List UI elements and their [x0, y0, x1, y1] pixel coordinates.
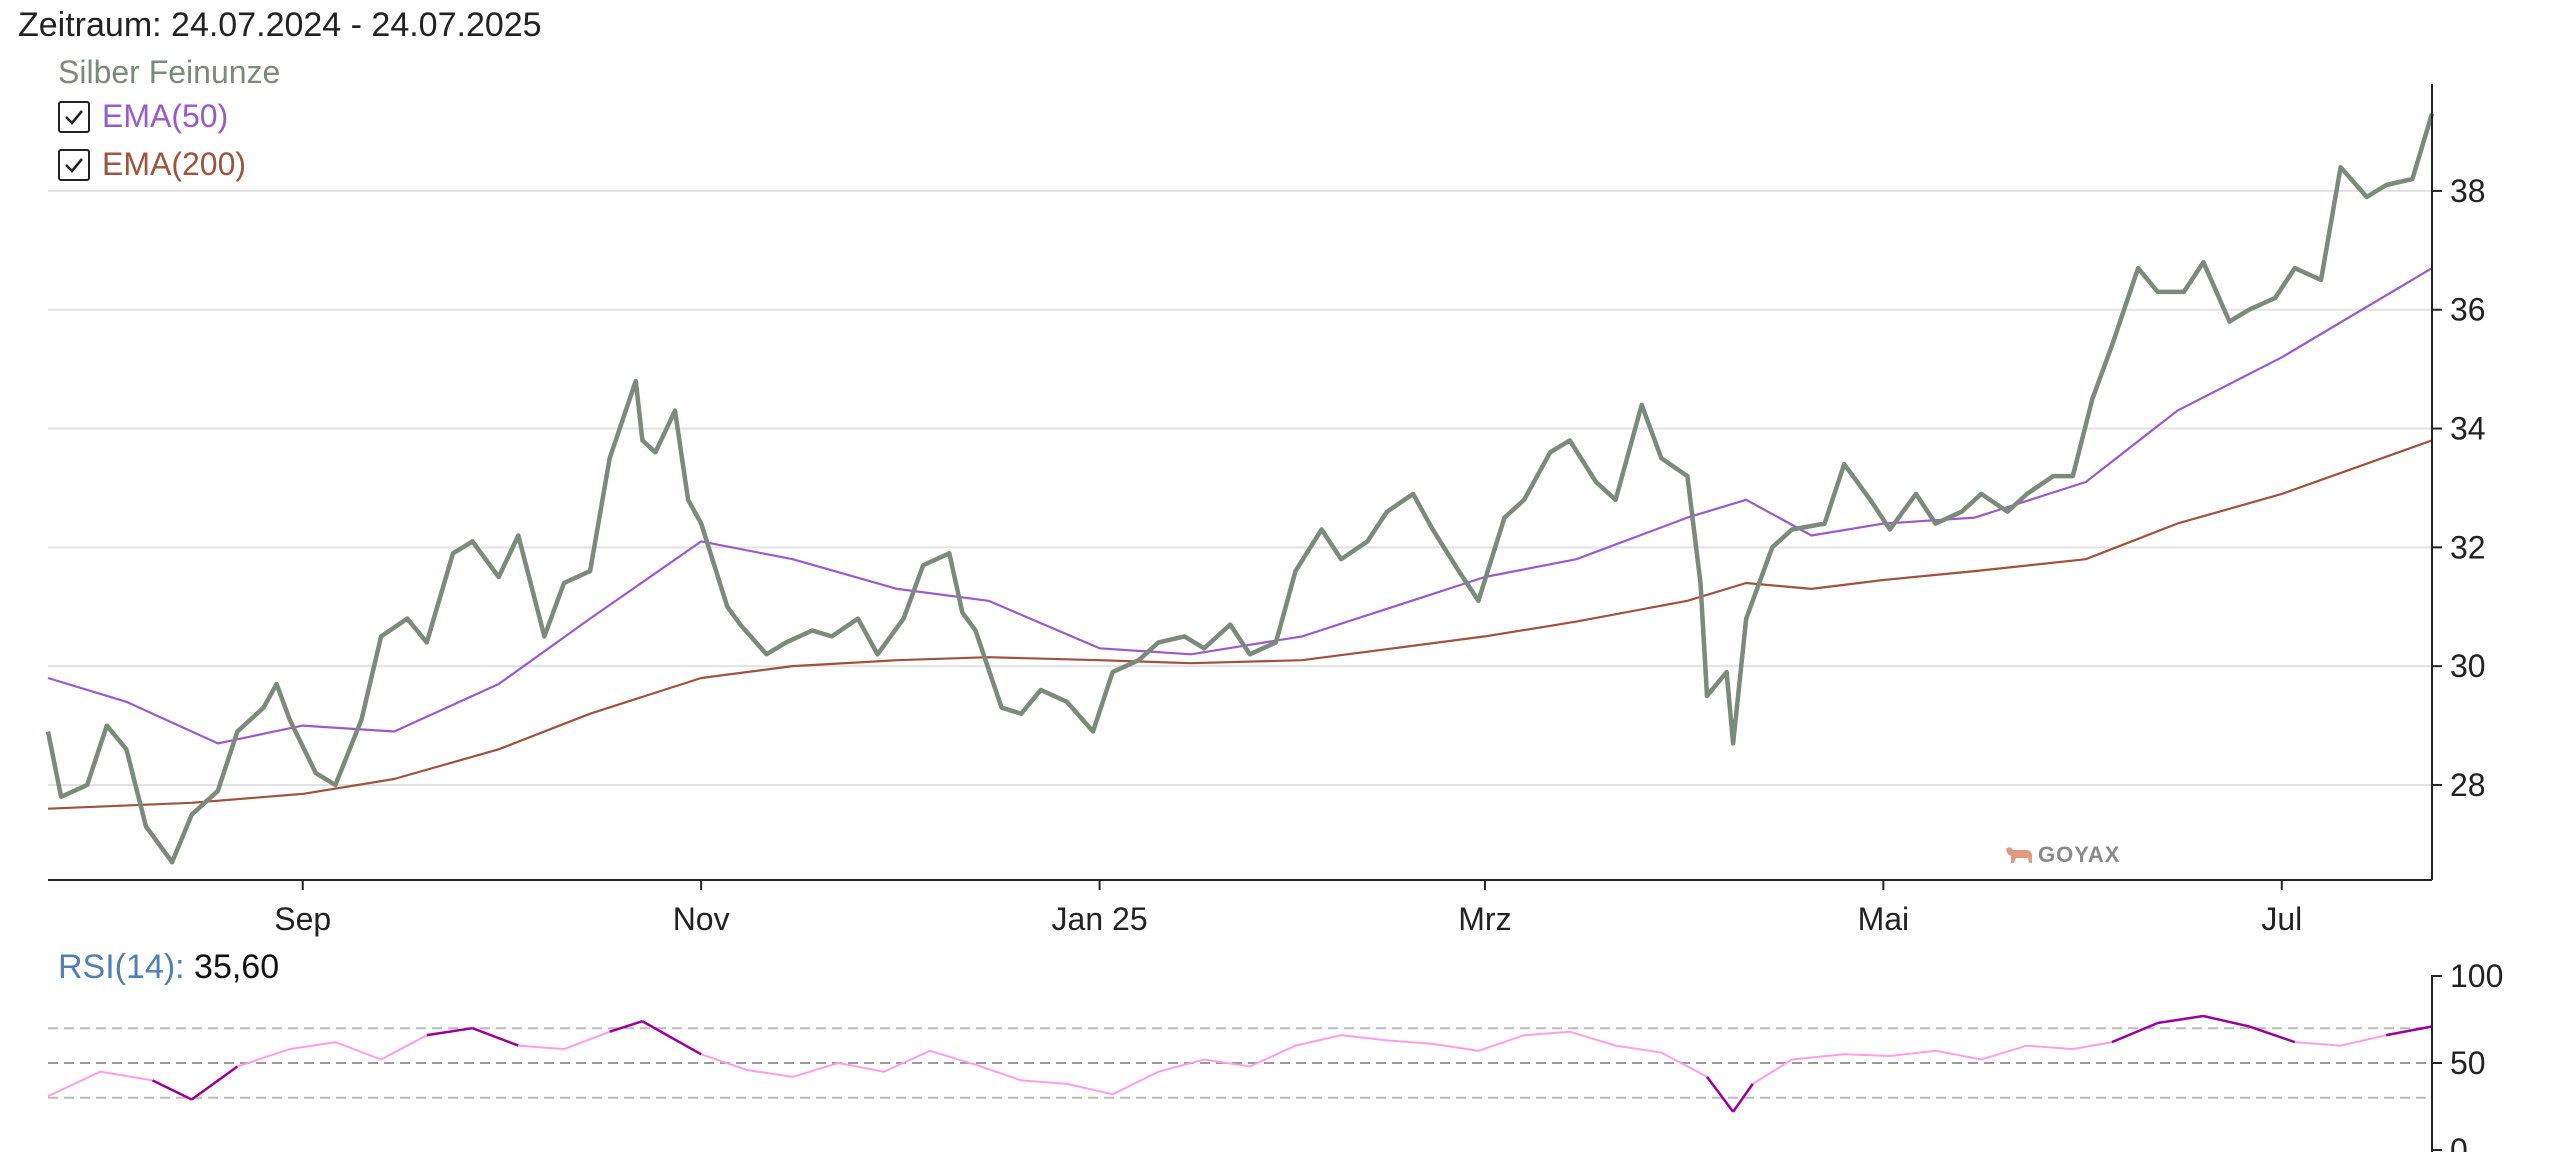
check-icon [65, 109, 83, 125]
y-tick-label: 32 [2450, 529, 2486, 565]
rsi-extreme-segment [1732, 1083, 1754, 1113]
y-tick-label: 36 [2450, 292, 2486, 328]
series-line-ema50 [47, 267, 2433, 745]
rsi-extreme-segment [426, 1026, 473, 1037]
goyax-logo: GOYAX [2004, 842, 2120, 868]
x-tick-label: Mrz [1458, 901, 1511, 937]
rsi-extreme-segment [1706, 1076, 1735, 1113]
y-tick-label: 30 [2450, 648, 2486, 684]
y-tick-label: 38 [2450, 173, 2486, 209]
rsi-y-tick-label: 100 [2450, 958, 2503, 994]
rsi-extreme-segment [2203, 1014, 2250, 1028]
x-tick-label: Sep [274, 901, 331, 937]
legend-label-ema200: EMA(200) [102, 146, 247, 182]
y-tick-label: 34 [2450, 411, 2486, 447]
rsi-y-tick-label: 0 [2450, 1132, 2468, 1152]
rsi-extreme-segment [2157, 1014, 2204, 1025]
rsi-extreme-segment [472, 1027, 519, 1047]
y-tick-label: 28 [2450, 767, 2486, 803]
rsi-header: RSI(14): 35,60 [58, 948, 279, 987]
x-tick-label: Nov [673, 901, 730, 937]
rsi-extreme-segment [641, 1020, 702, 1056]
series-line-ema200 [47, 439, 2433, 810]
brand-name: GOYAX [2038, 842, 2121, 867]
checkbox-ema200[interactable] [58, 148, 90, 181]
checkbox-ema50[interactable] [58, 100, 90, 133]
series-name-label: Silber Feinunze [58, 54, 281, 90]
bull-icon [2006, 847, 2032, 863]
rsi-plot [47, 1014, 2433, 1114]
rsi-extreme-segment [2248, 1025, 2296, 1044]
rsi-extreme-segment [609, 1020, 643, 1033]
legend-label-ema50: EMA(50) [102, 98, 229, 134]
rsi-extreme-segment [190, 1065, 239, 1101]
price-plot [45, 113, 2435, 865]
rsi-value: 35,60 [194, 948, 280, 986]
x-tick-label: Jan 25 [1052, 901, 1148, 937]
check-icon [65, 157, 83, 173]
rsi-extreme-segment [2111, 1021, 2159, 1044]
rsi-extreme-segment [151, 1079, 193, 1101]
period-label: Zeitraum: 24.07.2024 - 24.07.2025 [18, 6, 542, 44]
rsi-name: RSI(14): [58, 948, 185, 986]
legend-toggle-ema50[interactable]: EMA(50) [58, 98, 228, 135]
price-axes: 28 30 32 34 36 38 Sep Nov Jan 25 Mrz Mai Jul [48, 84, 2486, 937]
legend-toggle-ema200[interactable]: EMA(200) [58, 146, 246, 183]
x-tick-label: Mai [1858, 901, 1910, 937]
rsi-y-tick-label: 50 [2450, 1045, 2486, 1081]
rsi-extreme-segment [2386, 1025, 2433, 1037]
rsi-axes: 0 50 100 [2431, 958, 2503, 1152]
price-grid [48, 189, 2432, 786]
x-tick-label: Jul [2261, 901, 2302, 937]
series-line-price [45, 113, 2435, 865]
